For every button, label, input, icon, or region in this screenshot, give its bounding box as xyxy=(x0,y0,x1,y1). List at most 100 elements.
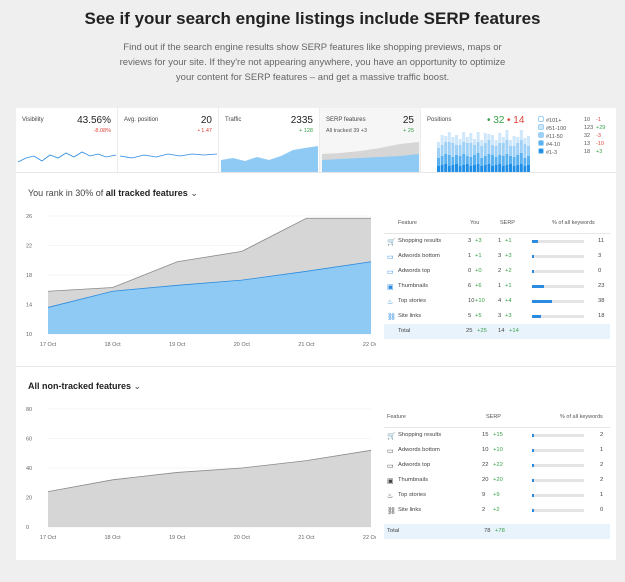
table-row[interactable]: ⛓ Site links 5 +5 3 +3 18 xyxy=(384,309,610,324)
metric-value: 20 xyxy=(200,115,212,126)
you-count: 10 xyxy=(468,298,475,304)
metric-visibility[interactable]: Visibility 43.56% -8.08% xyxy=(16,108,118,172)
pct-value: 0 xyxy=(600,507,604,513)
percentage-bar-fill xyxy=(532,434,534,437)
total-label: Total xyxy=(387,528,400,534)
position-bar-segment xyxy=(516,155,520,165)
table-row[interactable]: 🛒 Shopping results 15 +15 2 xyxy=(384,428,610,443)
percentage-bar-fill xyxy=(532,494,534,497)
percentage-bar xyxy=(532,300,584,303)
position-bar-segment xyxy=(447,166,451,172)
legend-value: 32 xyxy=(584,133,591,139)
x-tick-label: 22 Oct xyxy=(363,342,376,348)
avg-position-sparkline xyxy=(119,153,218,159)
x-tick-label: 17 Oct xyxy=(40,342,57,348)
table-row[interactable]: ▭ Adwords bottom 1 +1 3 +3 3 xyxy=(384,249,610,264)
table-row[interactable]: ▭ Adwords bottom 10 +10 1 xyxy=(384,443,610,458)
serp-delta: +9 xyxy=(493,492,500,498)
percentage-bar xyxy=(532,315,584,318)
feature-name: Shopping results xyxy=(398,432,442,438)
position-bar-segment xyxy=(501,137,505,143)
image-icon: ▣ xyxy=(387,284,394,291)
y-tick-label: 60 xyxy=(26,437,32,443)
metric-avg-position[interactable]: Avg. position 20 • 1.47 xyxy=(118,108,219,172)
position-bar-segment xyxy=(437,166,440,172)
serp-delta: +3 xyxy=(505,253,512,259)
fire-icon: ♨ xyxy=(387,299,394,306)
position-bar-segment xyxy=(505,165,509,172)
table-row[interactable]: ♨ Top stories 9 +9 1 xyxy=(384,488,610,503)
x-tick-label: 19 Oct xyxy=(169,535,186,541)
table-row[interactable]: ▣ Thumbnails 6 +6 1 +1 23 xyxy=(384,279,610,294)
position-bar-segment xyxy=(480,158,484,166)
position-bar-segment xyxy=(494,146,498,157)
serp-count: 1 xyxy=(498,283,502,289)
y-tick-label: 26 xyxy=(26,214,32,220)
position-bar-segment xyxy=(437,142,440,148)
col-feature: Feature xyxy=(387,414,406,420)
legend-dot-icon xyxy=(538,116,544,122)
feature-name: Thumbnails xyxy=(398,283,428,289)
you-delta: +1 xyxy=(475,253,482,259)
positions-up: • 32 xyxy=(487,115,505,126)
metric-serp-features[interactable]: SERP features 25 All tracked 39 +3 + 25 xyxy=(320,108,421,172)
col-feature: Feature xyxy=(398,220,417,226)
feature-name: Site links xyxy=(398,313,422,319)
position-bar-segment xyxy=(491,155,494,166)
traffic-sparkline xyxy=(221,146,318,172)
metric-label: SERP features xyxy=(326,117,366,123)
position-bar-segment xyxy=(473,165,476,172)
table-row[interactable]: ♨ Top stories 10 +10 4 +4 38 xyxy=(384,294,610,309)
table-row[interactable]: ⛓ Site links 2 +2 0 xyxy=(384,503,610,518)
x-tick-label: 21 Oct xyxy=(298,342,315,348)
metric-traffic[interactable]: Traffic 2335 + 128 xyxy=(219,108,320,172)
y-tick-label: 22 xyxy=(26,244,32,250)
position-bar-segment xyxy=(509,140,512,146)
legend-value: 18 xyxy=(584,149,591,155)
metric-value: 2335 xyxy=(290,115,313,126)
percentage-bar-fill xyxy=(532,270,534,273)
table-row[interactable]: ▭ Adwords top 0 +0 2 +2 0 xyxy=(384,264,610,279)
pct-value: 2 xyxy=(600,477,604,483)
position-bar-segment xyxy=(498,164,502,172)
position-bar-segment xyxy=(494,140,498,146)
col-you: You xyxy=(470,220,480,226)
tracked-table: Feature You SERP % of all keywords 🛒 Shop… xyxy=(384,211,610,339)
ad-bottom-icon: ▭ xyxy=(387,448,394,455)
position-bar-segment xyxy=(447,155,451,166)
legend-dot-icon xyxy=(538,148,544,154)
percentage-bar xyxy=(532,509,584,512)
table-row[interactable]: ▭ Adwords top 22 +22 2 xyxy=(384,458,610,473)
percentage-bar-fill xyxy=(532,479,534,482)
table-row[interactable]: ▣ Thumbnails 20 +20 2 xyxy=(384,473,610,488)
position-bar-segment xyxy=(505,154,509,165)
table-row[interactable]: 🛒 Shopping results 3 +3 1 +1 11 xyxy=(384,234,610,249)
serp-count: 22 xyxy=(482,462,489,468)
link-icon: ⛓ xyxy=(387,508,396,515)
metric-delta: + 128 xyxy=(299,128,313,134)
serp-count: 3 xyxy=(498,253,502,259)
position-bar-segment xyxy=(451,137,455,143)
position-bar-segment xyxy=(512,157,516,166)
position-bar-segment xyxy=(494,165,498,172)
position-bar-segment xyxy=(444,154,448,164)
x-tick-label: 20 Oct xyxy=(234,535,251,541)
tracked-section-title[interactable]: You rank in 30% of all tracked features … xyxy=(28,188,198,199)
positions-legend-row: #4-10 13 -10 xyxy=(538,140,608,148)
position-bar-segment xyxy=(501,166,505,172)
untracked-section-title[interactable]: All non-tracked features ⌄ xyxy=(28,381,141,392)
feature-name: Adwords bottom xyxy=(398,253,440,259)
position-bar-segment xyxy=(512,166,516,172)
position-bar-segment xyxy=(458,166,462,172)
legend-value: 123 xyxy=(584,125,594,131)
position-bar-segment xyxy=(476,164,480,172)
col-serp: SERP xyxy=(486,414,501,420)
serp-delta: +20 xyxy=(493,477,503,483)
feature-name: Site links xyxy=(398,507,422,513)
position-bar-segment xyxy=(480,166,484,172)
serp-delta: +3 xyxy=(505,313,512,319)
metric-positions[interactable]: Positions • 32 • 14 xyxy=(421,108,616,172)
you-count: 3 xyxy=(468,238,472,244)
positions-legend-row: #11-50 32 -3 xyxy=(538,132,608,140)
page-title: See if your search engine listings inclu… xyxy=(84,9,541,28)
